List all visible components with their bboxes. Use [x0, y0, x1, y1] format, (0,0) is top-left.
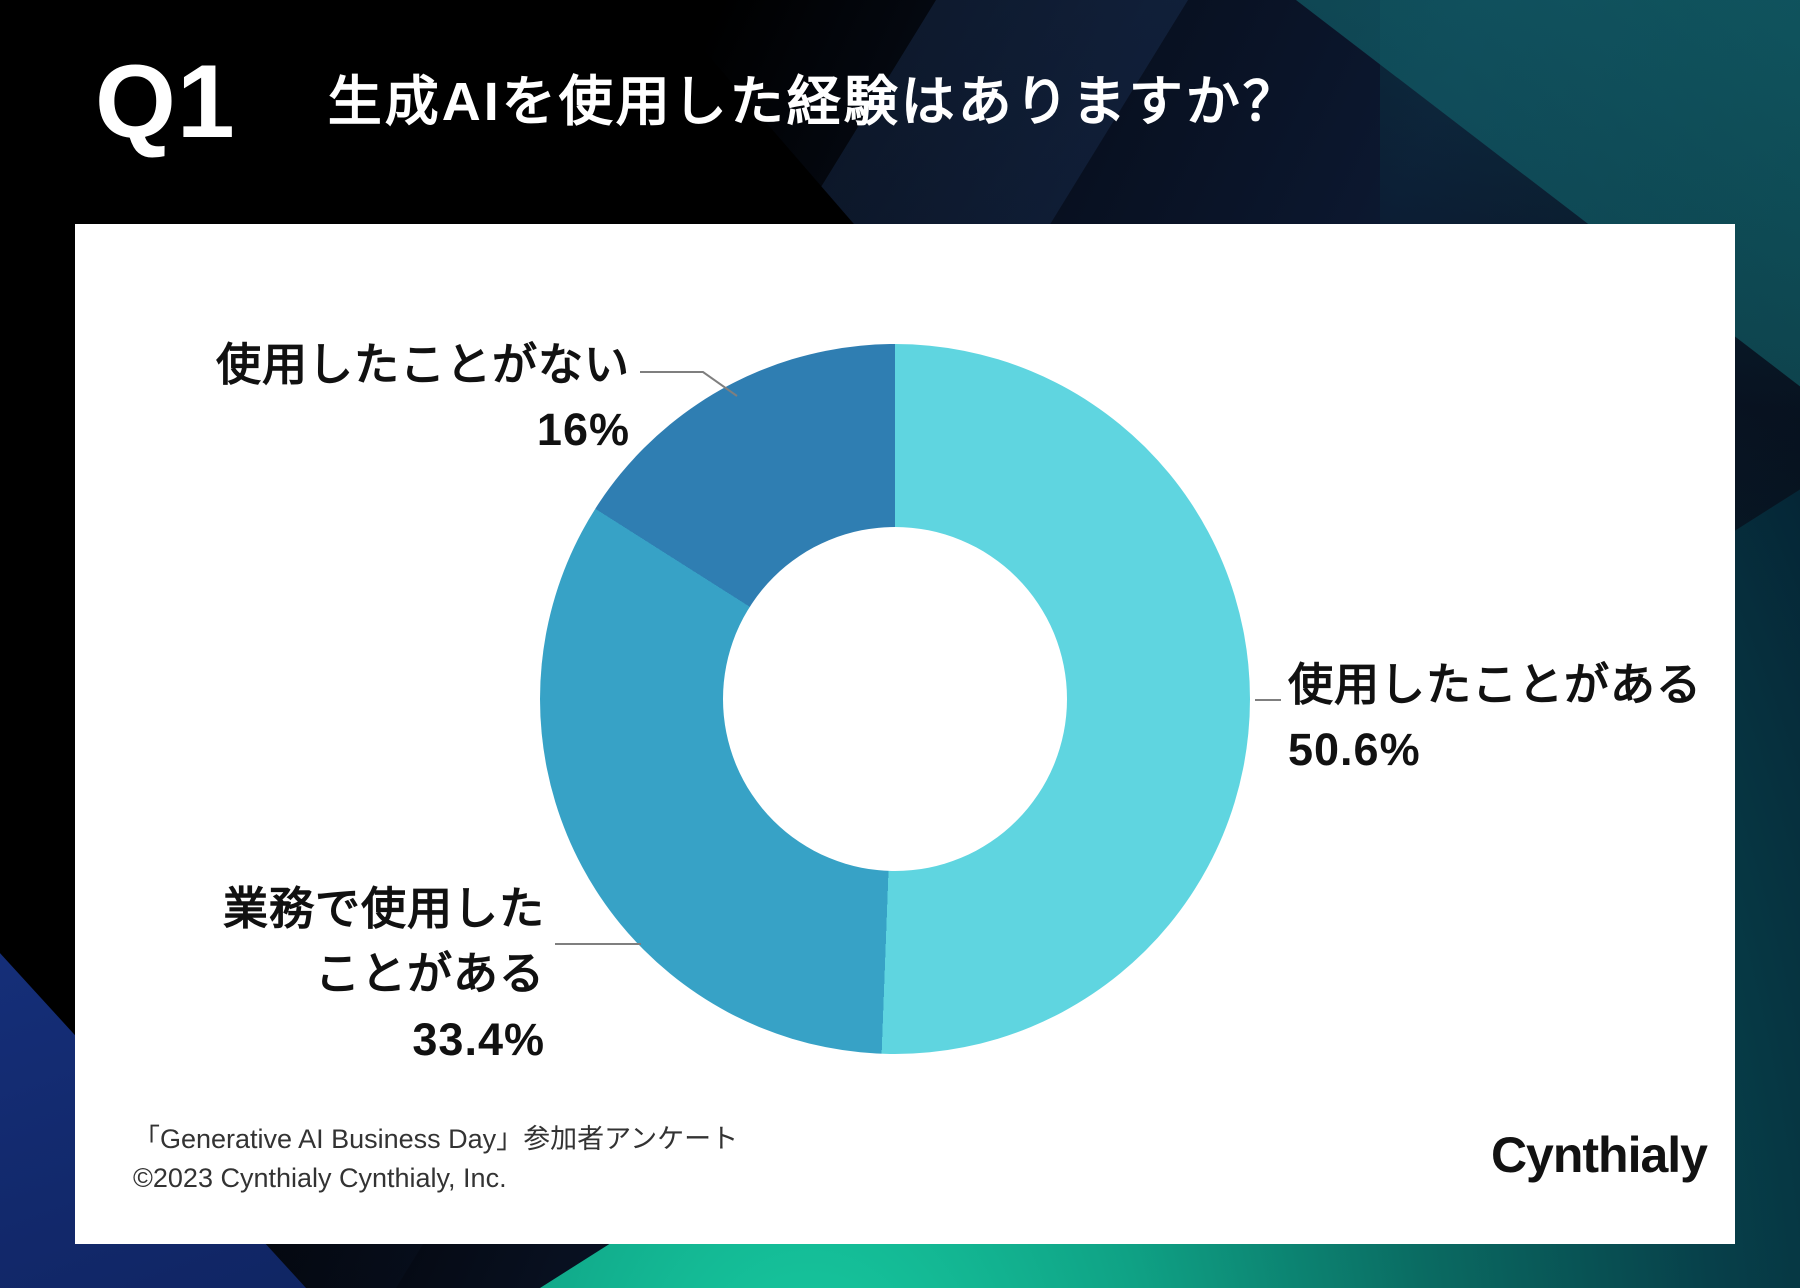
segment-label-used-value: 50.6%	[1288, 724, 1421, 776]
page-title: 生成AIを使用した経験はありますか？	[327, 71, 1300, 132]
footer: 「Generative AI Business Day」参加者アンケート ©20…	[133, 1120, 738, 1198]
segment-label-never: 使用したことがない 16%	[175, 332, 630, 463]
segment-label-work-value: 33.4%	[412, 1013, 545, 1065]
brand-logo: Cynthialy	[1490, 1127, 1708, 1183]
segment-label-used: 使用したことがある 50.6%	[1288, 652, 1702, 783]
donut-chart	[540, 344, 1250, 1054]
copyright-text: ©2023 Cynthialy Cynthialy, Inc.	[133, 1162, 507, 1193]
source-text: 「Generative AI Business Day」参加者アンケート	[133, 1123, 739, 1154]
header: Q1 生成AIを使用した経験はありますか？	[95, 50, 1300, 154]
segment-label-never-text: 使用したことがない	[215, 339, 630, 390]
segment-label-work-text-line2: ことがある	[314, 948, 545, 1000]
segment-label-work-text-line1: 業務で使用した	[222, 883, 545, 934]
chart-card: 使用したことがない 16% 使用したことがある 50.6% 業務で使用した こと…	[75, 224, 1735, 1244]
segment-label-used-text: 使用したことがある	[1288, 659, 1703, 710]
donut-hole	[723, 527, 1067, 871]
segment-label-work: 業務で使用した ことがある 33.4%	[185, 876, 545, 1072]
question-number: Q1	[95, 44, 236, 160]
segment-label-never-value: 16%	[536, 404, 630, 456]
